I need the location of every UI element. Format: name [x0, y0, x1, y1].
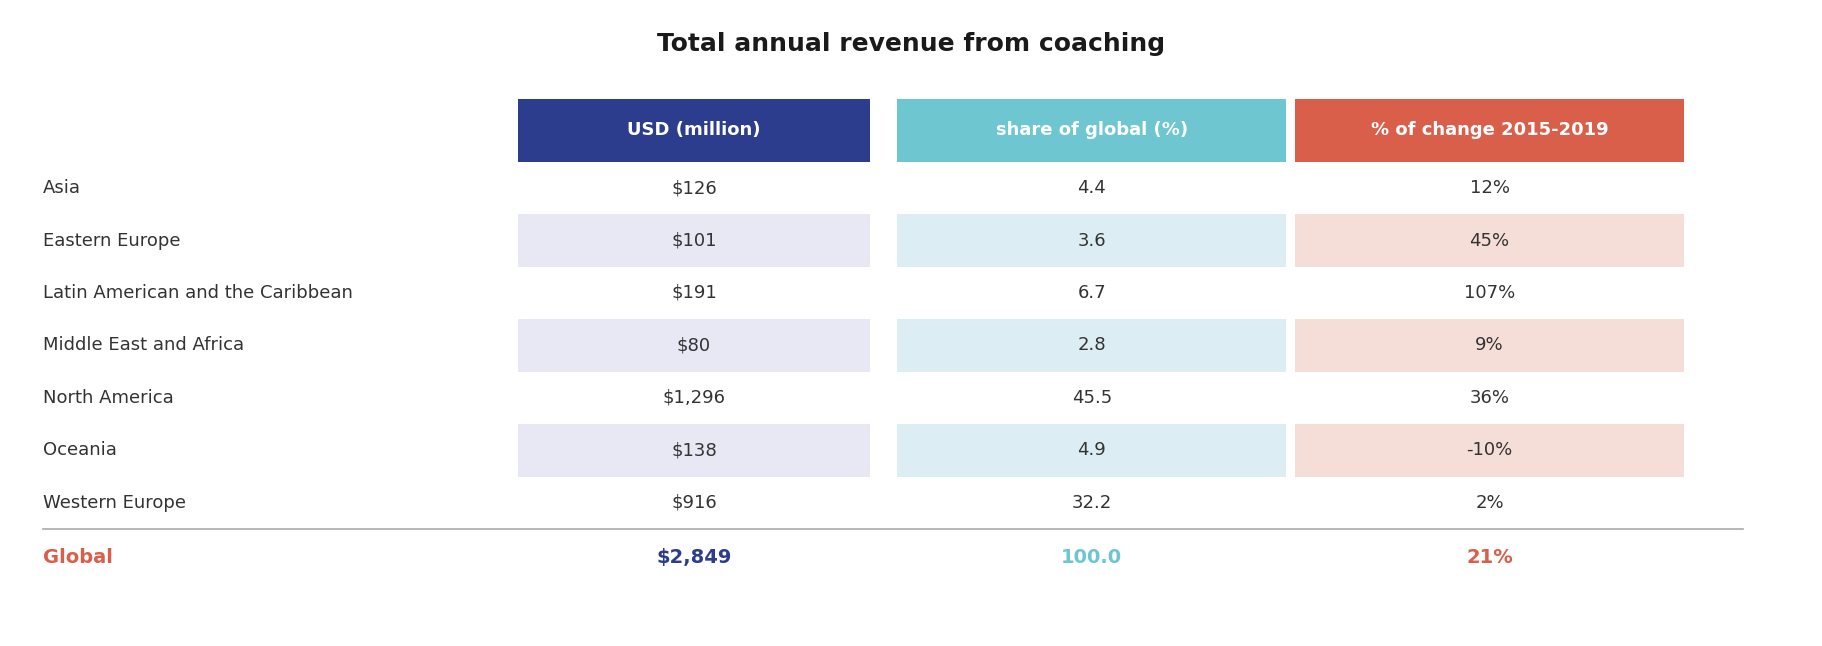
FancyBboxPatch shape — [898, 477, 1286, 529]
Text: USD (million): USD (million) — [627, 121, 762, 139]
Text: $101: $101 — [670, 231, 716, 249]
Text: % of change 2015-2019: % of change 2015-2019 — [1370, 121, 1609, 139]
Text: Oceania: Oceania — [44, 441, 117, 459]
FancyBboxPatch shape — [517, 371, 871, 424]
Text: $1,296: $1,296 — [663, 389, 725, 407]
Text: $138: $138 — [670, 441, 716, 459]
Text: Global: Global — [44, 548, 113, 567]
Text: $916: $916 — [670, 494, 716, 512]
FancyBboxPatch shape — [898, 267, 1286, 319]
FancyBboxPatch shape — [1295, 371, 1684, 424]
FancyBboxPatch shape — [517, 214, 871, 267]
FancyBboxPatch shape — [898, 424, 1286, 477]
FancyBboxPatch shape — [517, 319, 871, 371]
Text: $80: $80 — [678, 337, 711, 355]
FancyBboxPatch shape — [517, 162, 871, 214]
Text: 12%: 12% — [1470, 179, 1510, 197]
Text: Eastern Europe: Eastern Europe — [44, 231, 180, 249]
Text: 4.4: 4.4 — [1077, 179, 1106, 197]
Text: Middle East and Africa: Middle East and Africa — [44, 337, 244, 355]
Text: $126: $126 — [670, 179, 716, 197]
Text: 100.0: 100.0 — [1060, 548, 1122, 567]
FancyBboxPatch shape — [898, 371, 1286, 424]
Text: 2.8: 2.8 — [1077, 337, 1106, 355]
Text: 21%: 21% — [1467, 548, 1512, 567]
FancyBboxPatch shape — [517, 267, 871, 319]
FancyBboxPatch shape — [898, 319, 1286, 371]
Text: 2%: 2% — [1476, 494, 1503, 512]
FancyBboxPatch shape — [1295, 214, 1684, 267]
Text: Total annual revenue from coaching: Total annual revenue from coaching — [658, 32, 1164, 56]
FancyBboxPatch shape — [517, 477, 871, 529]
Text: Western Europe: Western Europe — [44, 494, 186, 512]
FancyBboxPatch shape — [1295, 319, 1684, 371]
Text: 36%: 36% — [1470, 389, 1510, 407]
Text: 3.6: 3.6 — [1077, 231, 1106, 249]
Text: 6.7: 6.7 — [1077, 284, 1106, 302]
Text: Latin American and the Caribbean: Latin American and the Caribbean — [44, 284, 353, 302]
Text: $191: $191 — [670, 284, 716, 302]
Text: share of global (%): share of global (%) — [997, 121, 1188, 139]
FancyBboxPatch shape — [1295, 267, 1684, 319]
FancyBboxPatch shape — [898, 214, 1286, 267]
FancyBboxPatch shape — [1295, 477, 1684, 529]
Text: 107%: 107% — [1463, 284, 1516, 302]
FancyBboxPatch shape — [517, 99, 871, 162]
FancyBboxPatch shape — [1295, 162, 1684, 214]
Text: 9%: 9% — [1476, 337, 1503, 355]
FancyBboxPatch shape — [898, 162, 1286, 214]
Text: 45%: 45% — [1470, 231, 1510, 249]
FancyBboxPatch shape — [517, 424, 871, 477]
Text: Asia: Asia — [44, 179, 82, 197]
FancyBboxPatch shape — [1295, 99, 1684, 162]
Text: -10%: -10% — [1467, 441, 1512, 459]
Text: North America: North America — [44, 389, 173, 407]
Text: 4.9: 4.9 — [1077, 441, 1106, 459]
FancyBboxPatch shape — [898, 99, 1286, 162]
Text: $2,849: $2,849 — [656, 548, 732, 567]
Text: 45.5: 45.5 — [1071, 389, 1111, 407]
FancyBboxPatch shape — [1295, 424, 1684, 477]
Text: 32.2: 32.2 — [1071, 494, 1111, 512]
